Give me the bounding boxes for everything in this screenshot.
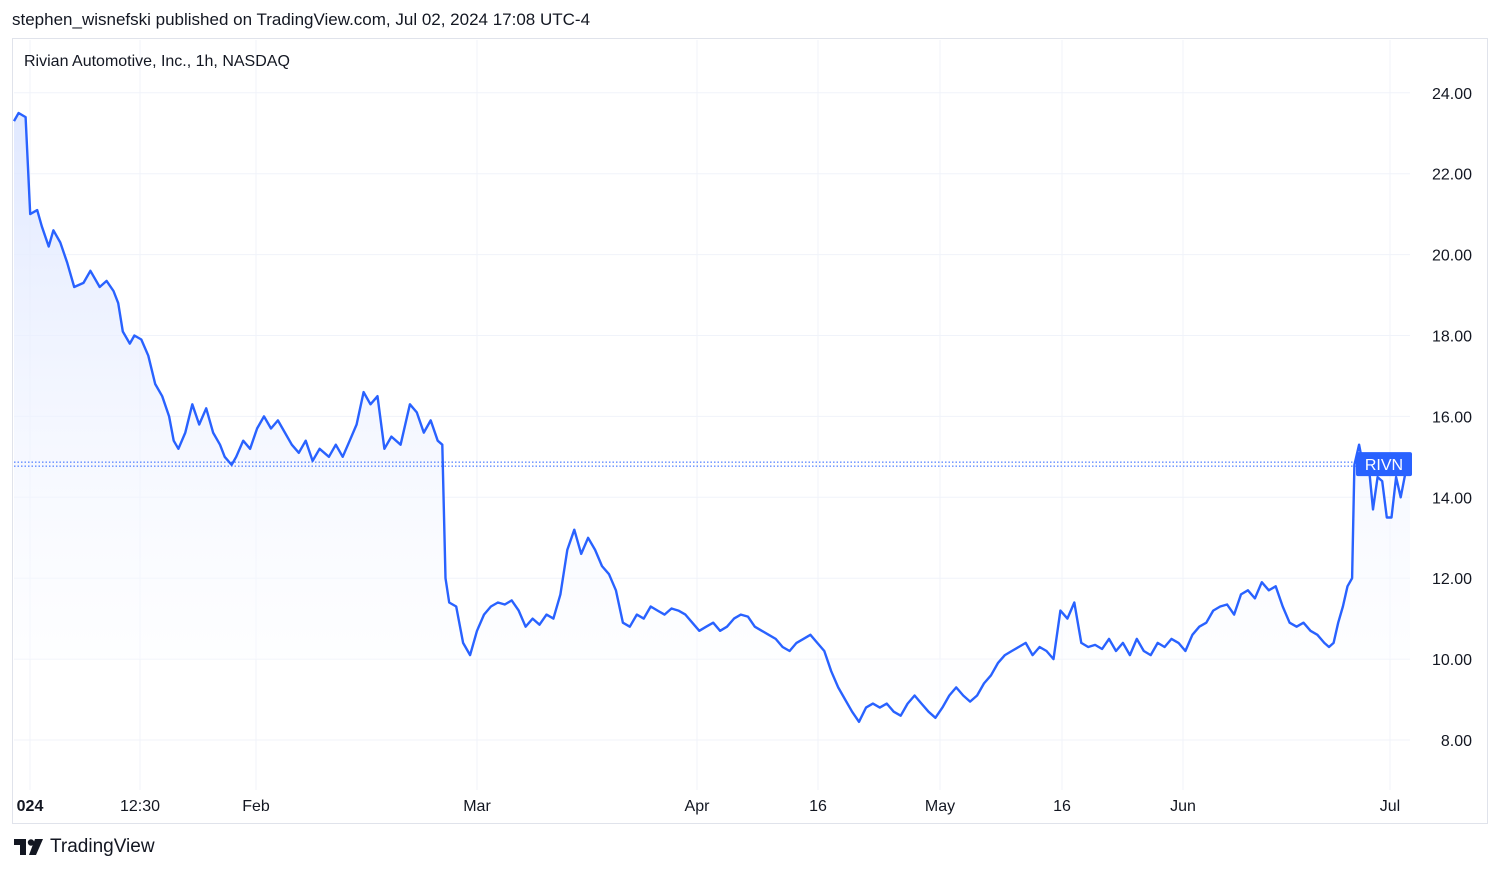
chart-title: Rivian Automotive, Inc., 1h, NASDAQ: [24, 53, 290, 70]
tradingview-wordmark: TradingView: [50, 836, 155, 857]
y-axis: 24.00 22.00 20.00 18.00 16.00 14.00 12.00 10.00…: [1432, 86, 1472, 750]
x-tick-label: 16: [1053, 798, 1071, 815]
x-axis: 024 12:30 Feb Mar Apr 16 May 16 Jun Jul: [17, 798, 1401, 815]
x-tick-label: Apr: [685, 798, 711, 815]
y-tick-label: 8.00: [1441, 733, 1472, 750]
price-line: [12, 111, 1412, 723]
chart-frame: [12, 38, 1488, 824]
y-tick-label: 22.00: [1432, 167, 1472, 184]
x-tick-label: 024: [17, 798, 44, 815]
grid: [14, 40, 1410, 790]
price-area-fill: [14, 113, 1410, 722]
y-tick-label: 20.00: [1432, 248, 1472, 265]
y-tick-label: 24.00: [1432, 86, 1472, 103]
symbol-price-tag: [1356, 452, 1412, 477]
x-tick-label: Jun: [1170, 798, 1196, 815]
symbol-label: RIVN: [1365, 457, 1403, 474]
y-tick-label: 16.00: [1432, 409, 1472, 426]
x-tick-label: 16: [809, 798, 827, 815]
y-tick-label: 10.00: [1432, 652, 1472, 669]
y-tick-label: 12.00: [1432, 571, 1472, 588]
tradingview-logo-icon: [14, 839, 43, 855]
x-tick-label: May: [925, 798, 955, 815]
tradingview-logo[interactable]: TradingView: [14, 836, 155, 858]
x-tick-label: Feb: [242, 798, 270, 815]
y-tick-label: 18.00: [1432, 329, 1472, 346]
x-tick-label: Mar: [463, 798, 491, 815]
x-tick-label: Jul: [1380, 798, 1400, 815]
x-tick-label: 12:30: [120, 798, 160, 815]
publish-info: stephen_wisnefski published on TradingVi…: [12, 10, 591, 29]
y-tick-label: 14.00: [1432, 490, 1472, 507]
